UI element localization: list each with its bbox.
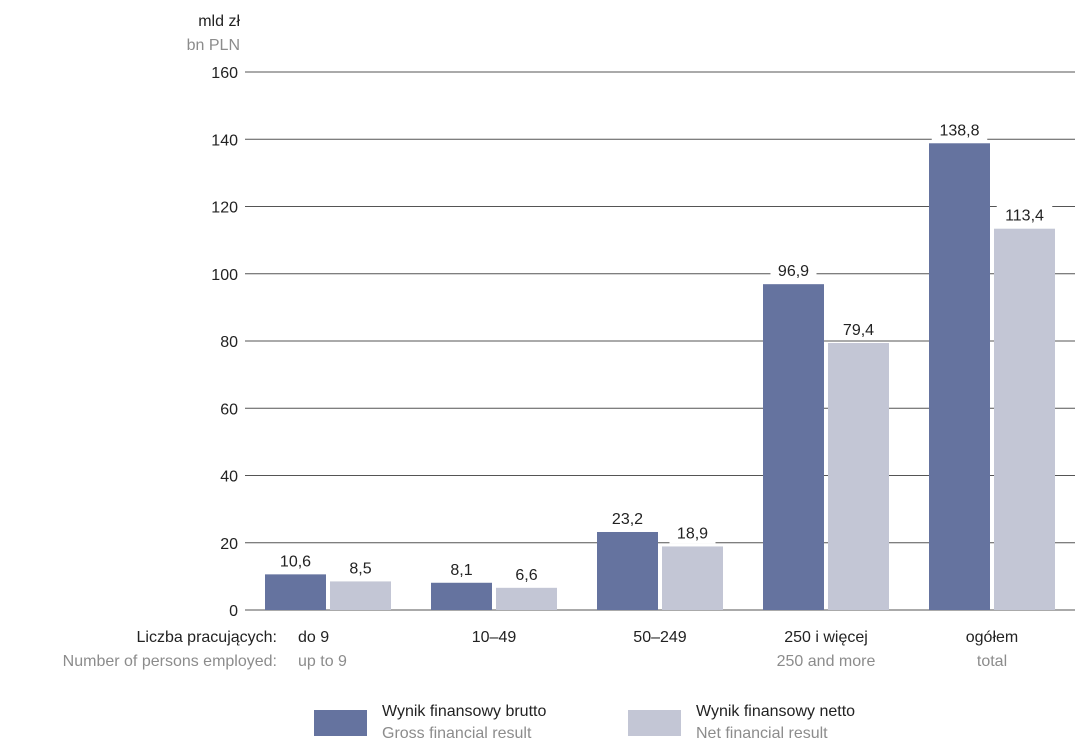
data-label: 6,6 (515, 567, 537, 584)
data-label: 8,5 (349, 560, 371, 577)
bar-net (828, 343, 889, 610)
y-axis-unit-pl: mld zł (198, 13, 240, 30)
y-tick-label: 120 (211, 200, 238, 217)
data-label-background (996, 203, 1053, 226)
data-label: 96,9 (778, 263, 809, 280)
data-labels: 10,6 8,5 8,1 6,6 23,2 18,9 96,9 79,4 138,8 113,4 (272, 118, 1053, 585)
bar-net (330, 581, 391, 610)
data-label-background (604, 506, 651, 529)
category-label-pl: do 9 (298, 629, 329, 646)
data-label: 23,2 (612, 511, 643, 528)
legend-label-en: Gross financial result (382, 725, 532, 742)
bars (265, 143, 1055, 610)
gridlines (245, 71, 1075, 611)
data-label: 113,4 (1005, 208, 1044, 225)
data-label-background (443, 557, 480, 580)
category-label-en: 250 and more (777, 653, 876, 670)
legend-label-pl: Wynik finansowy netto (696, 703, 855, 720)
bar-net (994, 228, 1055, 610)
legend-label-pl: Wynik finansowy brutto (382, 703, 546, 720)
data-label-background (508, 562, 545, 585)
category-label-pl: 250 i więcej (784, 629, 868, 646)
category-label-en: up to 9 (298, 653, 347, 670)
legend-swatch-gross (314, 710, 367, 736)
data-label-background (770, 259, 817, 282)
data-label-background (342, 556, 379, 579)
y-tick-label: 160 (211, 65, 238, 82)
y-tick-label: 100 (211, 267, 238, 284)
data-label: 18,9 (677, 525, 708, 542)
y-axis-ticks: 0 20 40 60 80 100 120 140 160 (211, 65, 238, 620)
category-prefix-pl: Liczba pracujących: (136, 629, 277, 646)
y-axis-unit-en: bn PLN (187, 37, 240, 54)
data-label: 79,4 (843, 322, 874, 339)
data-label-background (835, 318, 882, 341)
category-label-pl: 50–249 (633, 629, 686, 646)
y-tick-label: 60 (220, 401, 238, 418)
data-label: 138,8 (939, 122, 979, 139)
data-label-background (272, 549, 319, 572)
bar-net (496, 587, 557, 610)
y-tick-label: 0 (229, 603, 238, 620)
bar-gross (929, 143, 990, 610)
data-label-background (931, 118, 988, 141)
y-tick-label: 40 (220, 469, 238, 486)
legend: Wynik finansowy brutto Gross financial re… (314, 703, 855, 742)
y-tick-label: 80 (220, 334, 238, 351)
bar-gross (763, 284, 824, 610)
category-prefix-en: Number of persons employed: (63, 653, 277, 670)
data-label: 8,1 (450, 562, 472, 579)
y-tick-label: 140 (211, 132, 238, 149)
category-label-en: total (977, 653, 1007, 670)
category-label-pl: ogółem (966, 629, 1018, 646)
bar-gross (431, 582, 492, 610)
y-tick-label: 20 (220, 536, 238, 553)
legend-swatch-net (628, 710, 681, 736)
bar-gross (597, 531, 658, 610)
category-labels: do 9 up to 9 10–49 50–249 250 i więcej 250 an… (298, 629, 1018, 670)
data-label-background (669, 521, 716, 544)
legend-label-en: Net financial result (696, 725, 828, 742)
data-label: 10,6 (280, 553, 311, 570)
bar-net (662, 546, 723, 610)
bar-gross (265, 574, 326, 610)
category-label-pl: 10–49 (472, 629, 517, 646)
